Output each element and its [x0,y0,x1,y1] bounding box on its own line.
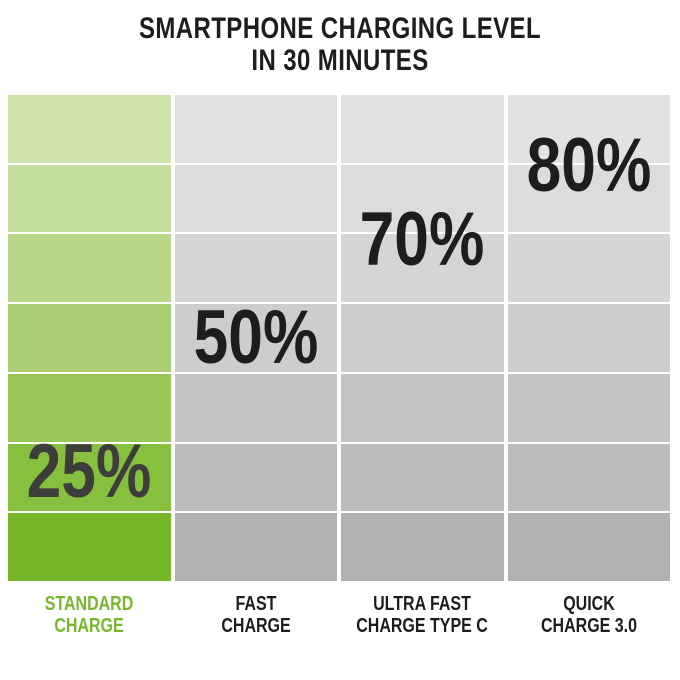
grid-cell [341,373,504,442]
grid-cell [507,373,670,442]
category-label-line1: QUICK [562,593,615,615]
chart-title: SMARTPHONE CHARGING LEVEL IN 30 MINUTES [68,13,612,77]
grid-cell [8,95,171,163]
value-label-standard-charge: 25% [26,429,152,514]
category-label-ultra-fast-charge-type-c: ULTRA FAST CHARGE TYPE C [356,593,488,637]
grid-cell [507,513,670,581]
grid-cell [507,95,670,163]
chart-title-line2: IN 30 MINUTES [251,44,429,77]
category-label-line1: FAST [235,593,277,615]
category-label-standard-charge: STANDARD CHARGE [45,593,134,637]
grid-cell [8,513,171,581]
grid-cell [507,234,670,303]
grid-column-ultra-fast-charge-type-c [341,95,504,581]
grid-cell [341,513,504,581]
category-label-line1: ULTRA FAST [373,593,472,615]
grid-cell [174,513,337,581]
grid-cell [174,304,337,372]
grid-cell [174,373,337,442]
category-label-line1: STANDARD [44,593,134,615]
value-label-fast-charge: 50% [193,295,319,380]
category-label-quick-charge-3-0: QUICK CHARGE 3.0 [541,593,637,637]
grid-cell [341,304,504,372]
grid-cell [174,234,337,303]
grid-cell [8,234,171,303]
category-label-line2: CHARGE [54,615,124,637]
grid-cell [174,164,337,233]
grid-cell [507,164,670,233]
grid-cell [8,373,171,442]
grid-cell [341,95,504,163]
grid-cell [8,304,171,372]
grid-column-quick-charge-3-0 [507,95,670,581]
grid-cell [341,164,504,233]
grid-cell [8,443,171,512]
grid-cell [341,443,504,512]
grid-column-fast-charge [174,95,337,581]
grid-cell [507,304,670,372]
value-label-quick-charge-3-0: 80% [526,123,652,208]
chart-title-line1: SMARTPHONE CHARGING LEVEL [138,12,542,45]
chart-grid [8,95,670,581]
value-label-ultra-fast-charge-type-c: 70% [359,197,485,282]
category-label-line2: CHARGE [221,615,291,637]
grid-cell [8,164,171,233]
category-label-line2: CHARGE 3.0 [540,615,637,637]
category-label-line2: CHARGE TYPE C [356,615,489,637]
grid-cell [174,95,337,163]
grid-column-standard-charge [8,95,171,581]
grid-cell [507,443,670,512]
grid-cell [341,234,504,303]
category-label-fast-charge: FAST CHARGE [221,593,290,637]
grid-cell [174,443,337,512]
